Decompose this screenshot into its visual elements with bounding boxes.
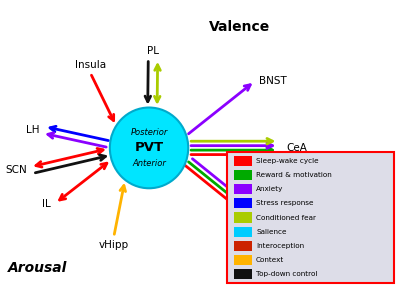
Text: vHipp: vHipp: [99, 240, 129, 250]
Bar: [234, 227, 252, 237]
Text: Arousal: Arousal: [8, 261, 67, 275]
Text: Anterior: Anterior: [132, 159, 166, 168]
Bar: [234, 155, 252, 166]
Bar: [234, 170, 252, 180]
Bar: [234, 198, 252, 208]
Text: Interoception: Interoception: [256, 243, 304, 249]
Text: Posterior: Posterior: [130, 128, 168, 137]
Text: LH: LH: [26, 125, 39, 135]
Text: IL: IL: [42, 199, 51, 209]
Bar: [234, 255, 252, 265]
Bar: [234, 213, 252, 222]
Text: Stress response: Stress response: [256, 200, 314, 206]
Text: Top-down control: Top-down control: [256, 271, 318, 278]
FancyBboxPatch shape: [228, 152, 394, 283]
Text: PL: PL: [147, 46, 159, 56]
Text: Anxiety: Anxiety: [256, 186, 284, 192]
Text: Conditioned fear: Conditioned fear: [256, 215, 316, 220]
Text: CeA: CeA: [286, 143, 307, 153]
Bar: [234, 184, 252, 194]
Text: BNST: BNST: [259, 76, 286, 86]
Text: SCN: SCN: [6, 165, 28, 175]
Text: Valence: Valence: [208, 20, 270, 34]
Text: NAc: NAc: [251, 212, 272, 222]
Text: PVT: PVT: [134, 141, 164, 154]
Text: Context: Context: [256, 257, 284, 263]
Text: Insula: Insula: [75, 60, 106, 70]
Bar: [234, 269, 252, 280]
Text: Salience: Salience: [256, 229, 286, 235]
Text: Reward & motivation: Reward & motivation: [256, 172, 332, 178]
Bar: [234, 241, 252, 251]
Ellipse shape: [110, 108, 188, 188]
Text: Sleep-wake cycle: Sleep-wake cycle: [256, 157, 319, 164]
